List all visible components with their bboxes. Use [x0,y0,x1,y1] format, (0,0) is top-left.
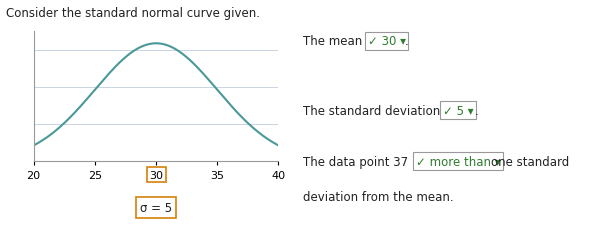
Text: Consider the standard normal curve given.: Consider the standard normal curve given… [6,7,260,20]
Text: ✓ 30 ▾: ✓ 30 ▾ [368,35,406,48]
Text: The standard deviation is: The standard deviation is [303,104,457,117]
Text: one standard: one standard [491,155,569,168]
Text: σ = 5: σ = 5 [140,201,172,214]
Text: ✓ 5 ▾: ✓ 5 ▾ [443,104,474,117]
Text: .: . [405,35,409,48]
Text: The data point 37 is: The data point 37 is [303,155,425,168]
Text: The mean is: The mean is [303,35,379,48]
Text: deviation from the mean.: deviation from the mean. [303,190,453,203]
Text: .: . [475,104,479,117]
Text: ✓ more than ▾: ✓ more than ▾ [416,155,501,168]
